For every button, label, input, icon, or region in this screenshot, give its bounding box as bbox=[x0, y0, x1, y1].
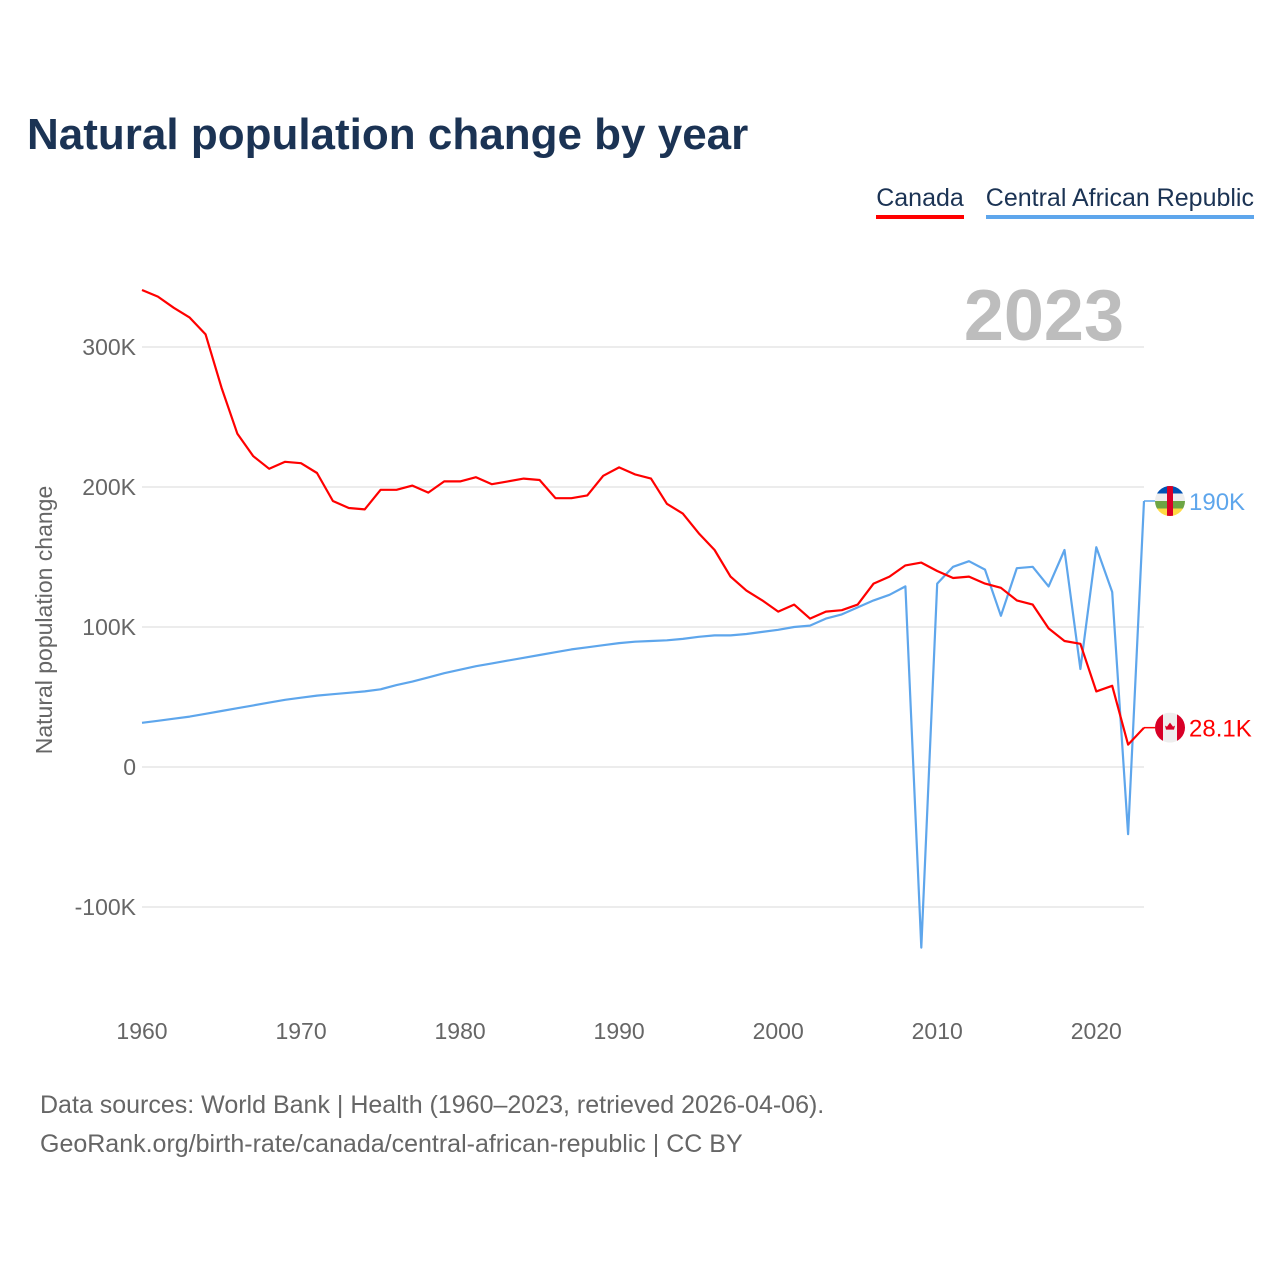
x-tick-label: 2000 bbox=[753, 1018, 804, 1044]
source-line-1: Data sources: World Bank | Health (1960–… bbox=[40, 1091, 825, 1119]
y-tick-label: 300K bbox=[82, 334, 136, 360]
y-tick-label: 100K bbox=[82, 614, 136, 640]
source-line-2[interactable]: GeoRank.org/birth-rate/canada/central-af… bbox=[40, 1130, 743, 1158]
source-note: Data sources: World Bank | Health (1960–… bbox=[40, 1086, 824, 1164]
year-label: 2023 bbox=[964, 276, 1124, 356]
series-line-central-african-republic[interactable] bbox=[141, 500, 1146, 949]
legend: Canada Central African Republic bbox=[876, 184, 1254, 219]
x-tick-label: 1970 bbox=[275, 1018, 326, 1044]
chart-title: Natural population change by year bbox=[27, 110, 749, 159]
x-tick-label: 1990 bbox=[594, 1018, 645, 1044]
line-chart: -100K 0 100K 200K 300K 1960 1970 1980 1990 2000 20… bbox=[31, 276, 1252, 1044]
end-value-label: 190K bbox=[1189, 489, 1245, 516]
series-line-canada[interactable] bbox=[141, 288, 1145, 746]
y-tick-label: 0 bbox=[123, 754, 136, 780]
legend-item-canada[interactable]: Canada bbox=[876, 184, 964, 219]
legend-item-central-african-republic[interactable]: Central African Republic bbox=[985, 184, 1254, 219]
x-tick-label: 1960 bbox=[116, 1018, 167, 1044]
canada-flag-icon bbox=[1155, 712, 1185, 743]
y-axis-label: Natural population change bbox=[31, 486, 57, 755]
x-tick-label: 2020 bbox=[1071, 1018, 1122, 1044]
x-tick-label: 1980 bbox=[435, 1018, 486, 1044]
car-flag-icon bbox=[1155, 486, 1185, 516]
y-tick-label: 200K bbox=[82, 474, 136, 500]
y-tick-label: -100K bbox=[75, 894, 137, 920]
end-value-label: 28.1K bbox=[1189, 716, 1252, 743]
x-tick-label: 2010 bbox=[912, 1018, 963, 1044]
